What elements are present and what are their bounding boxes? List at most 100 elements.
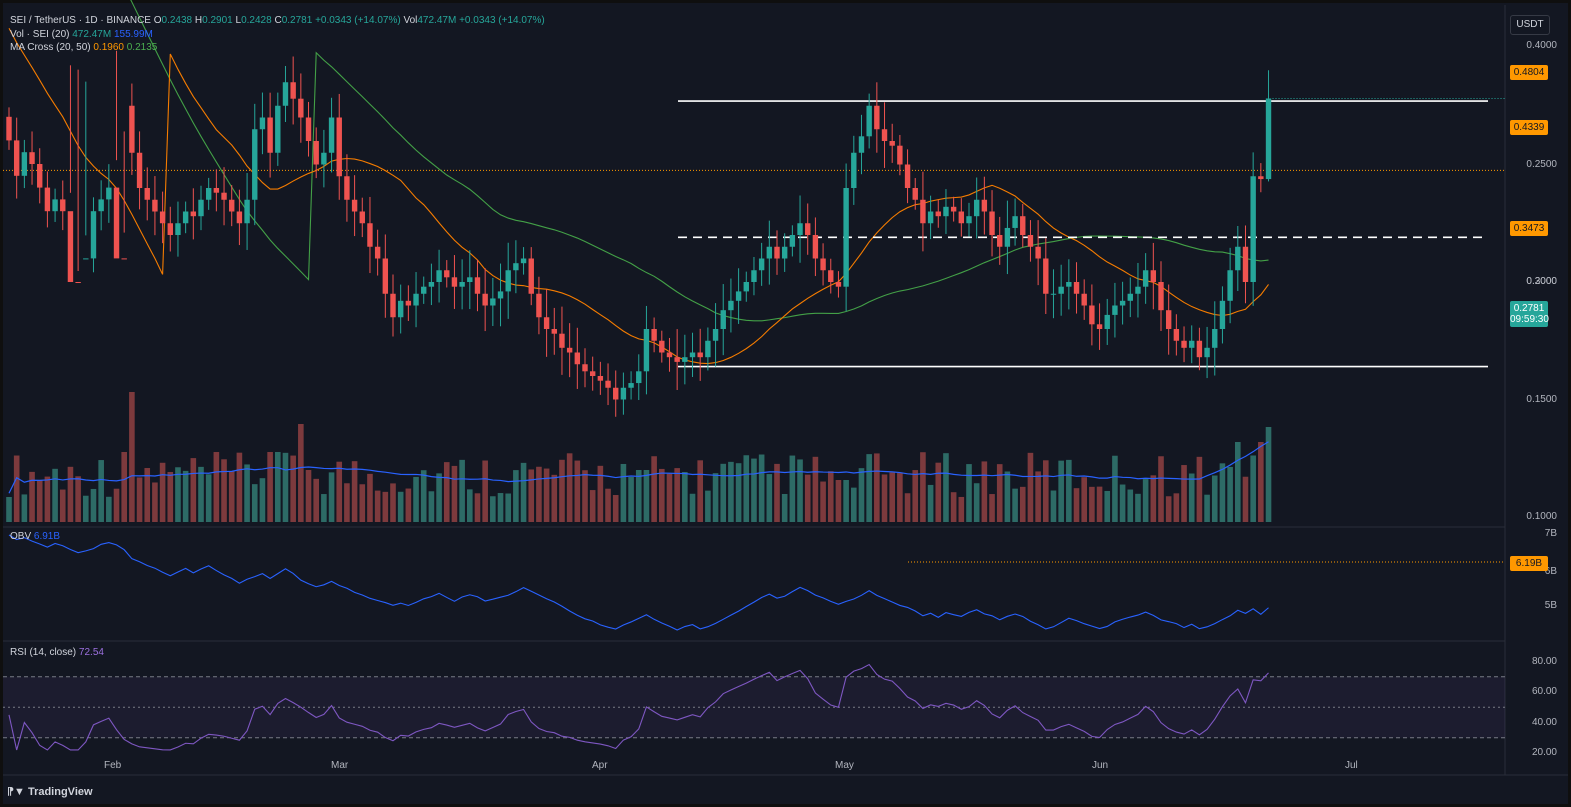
ma20-value: 0.1960 [93,42,124,53]
obv-legend[interactable]: OBV 6.91B [10,531,60,543]
candle-body [267,117,273,153]
month-label-may: May [835,760,854,771]
volume-bar [820,481,826,522]
candle-body [950,206,957,212]
month-label-mar: Mar [331,760,349,771]
volume-bar [1004,471,1011,522]
volume-bar [812,456,819,522]
volume-bar [305,470,312,522]
candle-body [820,258,826,271]
candle-body [1058,286,1064,294]
candle-body [674,357,680,362]
volume-bar [881,474,888,522]
ma-cross-legend[interactable]: MA Cross (20, 50) 0.1960 0.2135 [10,42,157,54]
volume-bar [267,452,273,522]
candle-body [6,116,12,141]
candle-body [797,223,803,235]
candle-body [1119,300,1126,306]
change-value: +0.0343 (+14.07%) [315,15,401,26]
candle-body [106,187,112,200]
volume-bar [1150,475,1157,522]
candle-body [697,352,703,358]
volume-ma-line [8,441,1269,494]
candle-body [1265,98,1272,180]
candle-body [751,270,757,282]
symbol-title[interactable]: SEI / TetherUS · 1D · BINANCE [10,15,151,26]
tradingview-logo[interactable]: ⁋▼ TradingView [7,785,93,798]
candle-body [620,387,627,400]
candle-body [689,352,696,358]
candle-body [159,211,166,224]
month-label-jul: Jul [1345,760,1358,771]
vol-label: Vol [403,15,418,26]
volume-bar [490,496,496,522]
candle-body [1235,246,1241,271]
candle-body [605,380,611,388]
volume-bar [827,471,834,522]
candle-body [382,258,389,294]
volume-bar [1250,455,1256,522]
candle-body [90,211,97,259]
volume-bar [543,468,550,522]
candle-body [367,223,373,247]
volume-bar [1081,477,1087,522]
tv-logo-icon: ⁋▼ [7,786,25,798]
candle-body [1250,176,1256,282]
month-label-apr: Apr [592,760,608,771]
candle-body [290,82,296,99]
volume-bar [789,455,796,522]
candle-body [858,136,865,153]
volume-bar [121,452,127,522]
candle-body [705,340,711,358]
rsi-legend[interactable]: RSI (14, close) 72.54 [10,647,104,659]
candle-body [743,282,749,292]
candle-body [851,152,857,188]
volume-bar [482,460,488,522]
volume-bar [75,476,81,522]
candle-body [405,300,412,306]
currency-button[interactable]: USDT [1510,15,1550,35]
candle-body [520,258,527,264]
candle-body [198,199,204,217]
volume-bar [897,473,903,522]
candle-body [1043,258,1049,294]
candle-body [313,141,319,165]
candle-body [613,387,619,400]
volume-bar [935,462,942,522]
volume-bar [973,483,980,522]
candle-body [881,129,888,141]
candle-body [981,199,988,212]
volume-bar [589,490,596,522]
volume-bar [804,474,811,522]
volume-bar [1089,486,1095,522]
candle-body [275,105,281,153]
volume-bar [90,488,97,522]
rsi-value: 72.54 [78,647,104,658]
volume-bar [835,480,842,522]
candle-body [13,140,20,176]
volume-bar [597,465,604,522]
candle-body [1165,310,1172,329]
vol-value: 472.47M [417,15,457,26]
brand-label: TradingView [27,786,93,798]
volume-bar [98,460,104,522]
candle-body [44,187,51,212]
candle-body [712,329,719,341]
candle-body [651,329,657,341]
candle-body [259,117,266,130]
volume-legend[interactable]: Vol · SEI (20) 472.47M 155.99M [10,29,153,41]
candle-body [482,293,488,306]
volume-bar [59,489,66,522]
volume-bar [205,474,212,522]
rsi-tick-label: 40.00 [1531,716,1557,728]
volume-bar [198,466,204,522]
candle-body [83,258,89,260]
low-value: 0.2428 [241,15,272,26]
candle-body [628,383,634,388]
month-label-feb: Feb [104,760,122,771]
candle-body [843,188,849,287]
volume-bar [751,458,757,522]
volume-bar [367,473,373,522]
volume-bar [1219,463,1226,522]
